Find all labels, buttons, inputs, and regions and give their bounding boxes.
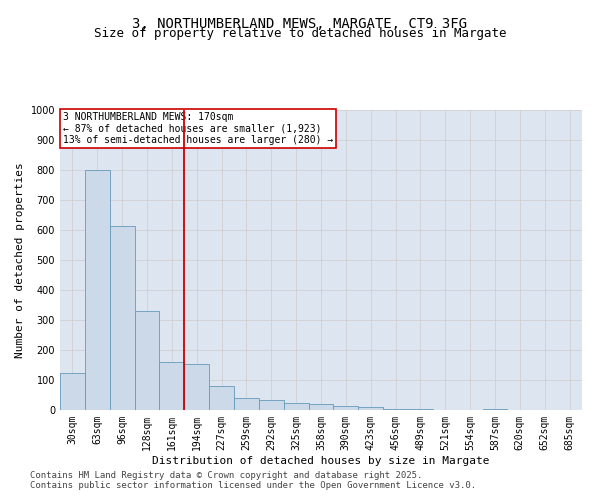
- Bar: [408, 408, 433, 410]
- Bar: [358, 407, 383, 410]
- Bar: [110, 226, 134, 410]
- Bar: [284, 402, 308, 410]
- Text: Contains HM Land Registry data © Crown copyright and database right 2025.
Contai: Contains HM Land Registry data © Crown c…: [30, 470, 476, 490]
- Bar: [184, 364, 209, 410]
- Bar: [160, 362, 184, 410]
- Bar: [383, 408, 408, 410]
- Bar: [209, 386, 234, 410]
- Bar: [308, 404, 334, 410]
- Bar: [234, 398, 259, 410]
- Bar: [134, 311, 160, 410]
- Bar: [85, 170, 110, 410]
- X-axis label: Distribution of detached houses by size in Margate: Distribution of detached houses by size …: [152, 456, 490, 466]
- Text: 3, NORTHUMBERLAND MEWS, MARGATE, CT9 3FG: 3, NORTHUMBERLAND MEWS, MARGATE, CT9 3FG: [133, 18, 467, 32]
- Bar: [482, 408, 508, 410]
- Text: Size of property relative to detached houses in Margate: Size of property relative to detached ho…: [94, 28, 506, 40]
- Bar: [259, 400, 284, 410]
- Bar: [334, 406, 358, 410]
- Text: 3 NORTHUMBERLAND MEWS: 170sqm
← 87% of detached houses are smaller (1,923)
13% o: 3 NORTHUMBERLAND MEWS: 170sqm ← 87% of d…: [62, 112, 333, 144]
- Y-axis label: Number of detached properties: Number of detached properties: [15, 162, 25, 358]
- Bar: [60, 372, 85, 410]
